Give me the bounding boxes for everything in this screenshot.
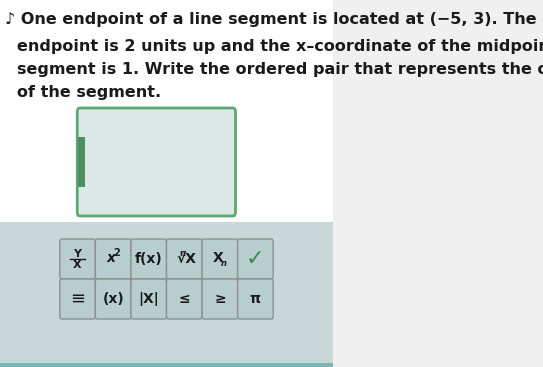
- Text: 2: 2: [113, 248, 120, 258]
- FancyBboxPatch shape: [77, 108, 236, 216]
- FancyBboxPatch shape: [202, 239, 238, 279]
- FancyBboxPatch shape: [167, 239, 202, 279]
- Text: x: x: [107, 251, 116, 265]
- Text: endpoint is 2 units up and the x–coordinate of the midpoint of the: endpoint is 2 units up and the x–coordin…: [17, 39, 543, 54]
- Text: (x): (x): [102, 292, 124, 306]
- Text: √X: √X: [176, 252, 197, 266]
- Text: f(x): f(x): [135, 252, 162, 266]
- Text: segment is 1. Write the ordered pair that represents the other end: segment is 1. Write the ordered pair tha…: [17, 62, 543, 77]
- Bar: [0, 363, 333, 367]
- FancyBboxPatch shape: [131, 239, 167, 279]
- Text: Y: Y: [74, 249, 81, 259]
- FancyBboxPatch shape: [60, 279, 96, 319]
- FancyBboxPatch shape: [167, 279, 202, 319]
- Text: n: n: [179, 250, 185, 258]
- Bar: [0, 222, 333, 367]
- Text: X: X: [73, 260, 82, 270]
- Text: ✓: ✓: [246, 249, 265, 269]
- FancyBboxPatch shape: [96, 279, 131, 319]
- Bar: [79, 137, 85, 187]
- Text: ♪ One endpoint of a line segment is located at (−5, 3). The other: ♪ One endpoint of a line segment is loca…: [5, 12, 543, 27]
- Text: of the segment.: of the segment.: [17, 85, 161, 100]
- Bar: [0, 0, 333, 222]
- FancyBboxPatch shape: [60, 239, 96, 279]
- FancyBboxPatch shape: [131, 279, 167, 319]
- FancyBboxPatch shape: [238, 239, 273, 279]
- Text: X: X: [213, 251, 223, 265]
- Text: π: π: [250, 292, 261, 306]
- FancyBboxPatch shape: [96, 239, 131, 279]
- Text: ≡: ≡: [70, 290, 85, 308]
- Text: ≥: ≥: [214, 292, 226, 306]
- Text: |X|: |X|: [138, 292, 159, 306]
- FancyBboxPatch shape: [238, 279, 273, 319]
- Text: n: n: [221, 259, 227, 269]
- Text: ≤: ≤: [179, 292, 190, 306]
- FancyBboxPatch shape: [202, 279, 238, 319]
